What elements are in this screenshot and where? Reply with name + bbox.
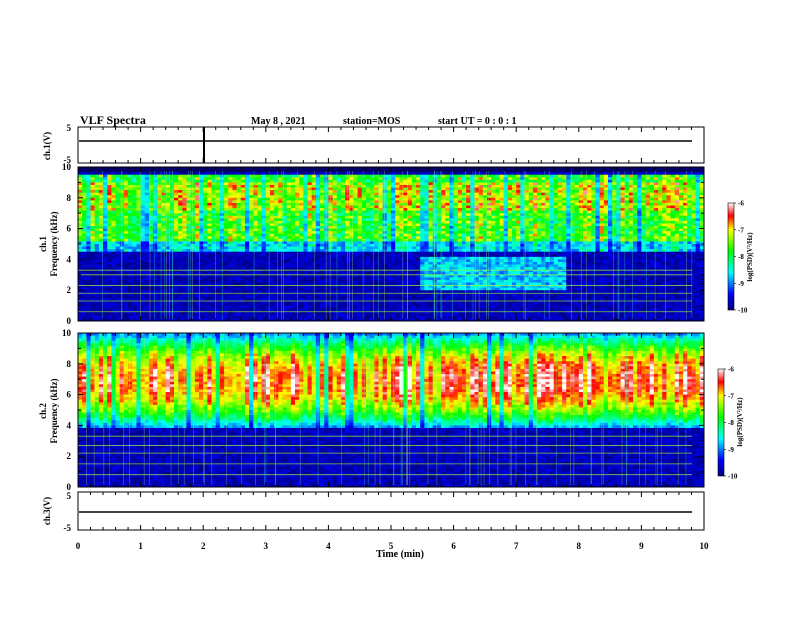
start-time-label: start UT = 0 : 0 : 1 xyxy=(438,116,517,127)
y-tick-label: 10 xyxy=(62,328,72,338)
ch3-ylabel: ch.3(V) xyxy=(42,497,52,525)
x-tick-label: 8 xyxy=(577,541,582,551)
date-label: May 8 , 2021 xyxy=(251,116,305,127)
y-tick-label: 8 xyxy=(67,193,72,203)
y-tick-label: 0 xyxy=(67,316,72,326)
y-tick-label: 6 xyxy=(67,224,72,234)
x-tick-label: 3 xyxy=(264,541,269,551)
x-tick-label: 1 xyxy=(138,541,143,551)
y-tick-label: 2 xyxy=(67,285,72,295)
colorbar-tick-label: -8 xyxy=(728,419,734,427)
ch1-colorbar: -6 -7 -8 -9 -10 log(PSD)(V²/Hz) xyxy=(728,200,754,315)
y-tick-label: 2 xyxy=(67,451,72,461)
x-tick-label: 10 xyxy=(700,541,710,551)
colorbar-tick-label: -6 xyxy=(728,366,734,374)
x-axis-label: Time (min) xyxy=(376,549,424,560)
ch3-ytick-bottom: -5 xyxy=(64,523,72,533)
ch1-spectrogram-panel: 0 2 4 6 8 10 ch.1 Frequency (kHz) xyxy=(38,162,704,326)
x-tick-label: 0 xyxy=(76,541,81,551)
ch1-voltage-panel: 5 -5 ch.1(V) xyxy=(42,123,704,165)
y-tick-label: 10 xyxy=(62,162,72,172)
ch2-colorbar-label: log(PSD)(V²/Hz) xyxy=(736,397,744,447)
y-tick-label: 8 xyxy=(67,359,72,369)
x-tick-label: 6 xyxy=(451,541,456,551)
colorbar-tick-label: -9 xyxy=(738,280,744,288)
figure-title: VLF Spectra xyxy=(80,113,146,127)
colorbar-tick-label: -10 xyxy=(728,473,738,481)
ch1-ytick-top: 5 xyxy=(67,123,72,133)
ch1-spec-ylabel-top: ch.1 xyxy=(38,236,48,252)
ch2-colorbar: -6 -7 -8 -9 -10 log(PSD)(V²/Hz) xyxy=(718,366,744,481)
y-tick-label: 4 xyxy=(67,420,72,430)
x-tick-label: 7 xyxy=(514,541,519,551)
colorbar-tick-label: -7 xyxy=(728,392,734,400)
ch3-ytick-top: 5 xyxy=(67,491,72,501)
x-tick-label: 9 xyxy=(639,541,644,551)
x-tick-label: 2 xyxy=(201,541,206,551)
y-tick-label: 6 xyxy=(67,390,72,400)
colorbar-tick-label: -6 xyxy=(738,200,744,208)
ch1-ylabel: ch.1(V) xyxy=(42,132,52,160)
ch1-spec-ylabel-main: Frequency (kHz) xyxy=(49,211,59,276)
station-label: station=MOS xyxy=(343,116,401,127)
colorbar-tick-label: -9 xyxy=(728,446,734,454)
ch3-voltage-panel: 5 -5 ch.3(V) xyxy=(42,491,704,533)
colorbar-tick-label: -10 xyxy=(738,307,748,315)
colorbar-tick-label: -8 xyxy=(738,253,744,261)
colorbar-tick-label: -7 xyxy=(738,226,744,234)
ch2-spec-ylabel-main: Frequency (kHz) xyxy=(49,378,59,443)
ch2-spec-ylabel-top: ch.2 xyxy=(38,403,48,419)
x-tick-label: 4 xyxy=(326,541,331,551)
y-tick-label: 4 xyxy=(67,254,72,264)
ch1-colorbar-label: log(PSD)(V²/Hz) xyxy=(746,232,754,282)
